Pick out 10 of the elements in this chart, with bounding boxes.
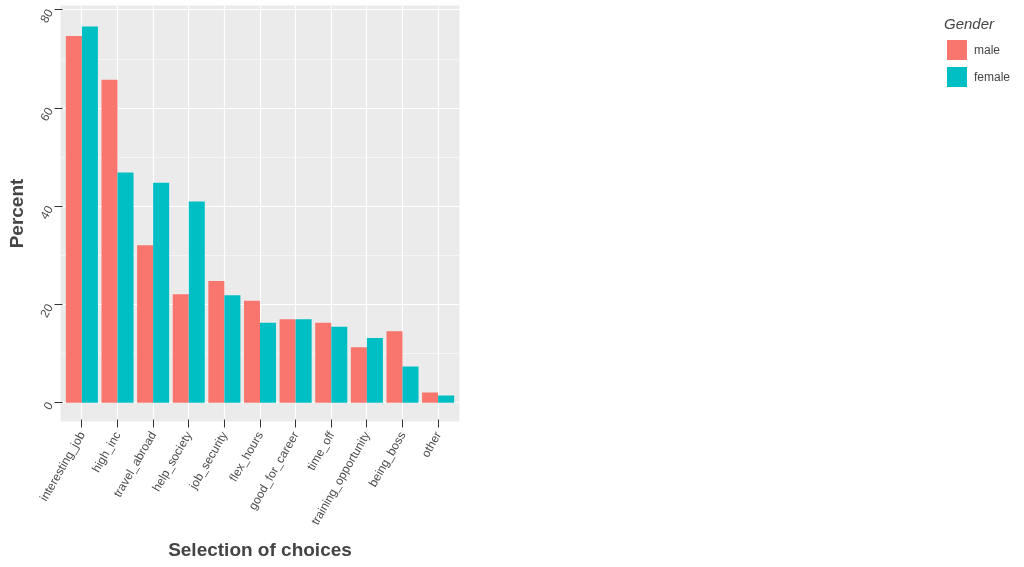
y-tick-label: 0 — [40, 399, 57, 413]
legend-label: female — [973, 69, 1010, 84]
legend-label: male — [973, 42, 1000, 57]
y-tick-label: 20 — [37, 301, 57, 320]
legend-title: Gender — [943, 15, 996, 32]
y-tick-label: 80 — [37, 6, 57, 26]
y-tick-label: 40 — [37, 202, 57, 222]
x-axis-title: Selection of choices — [168, 538, 352, 560]
y-tick-label: 60 — [37, 104, 57, 124]
y-axis-title: Percent — [6, 177, 28, 249]
